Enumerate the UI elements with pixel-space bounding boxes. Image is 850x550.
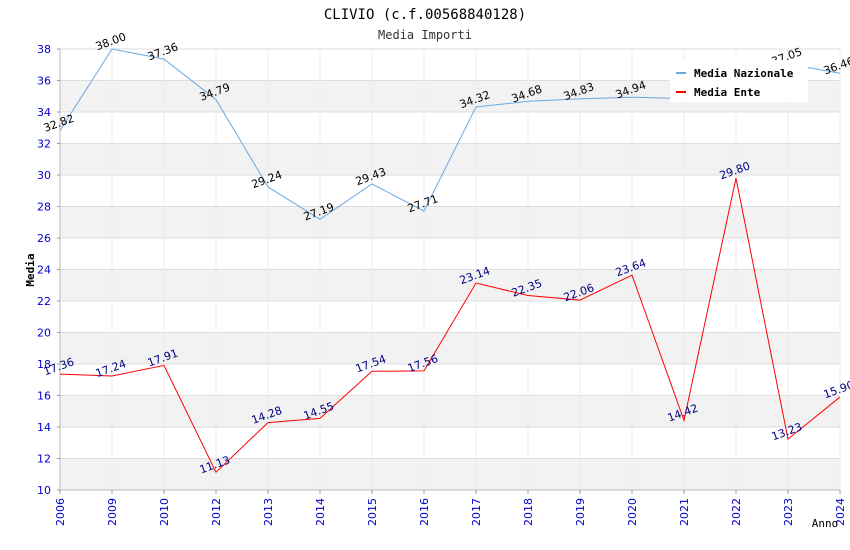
y-tick-label: 38	[37, 43, 51, 56]
grid-bands	[60, 80, 840, 490]
x-tick-label: 2020	[626, 498, 639, 526]
x-tick-label: 2023	[782, 498, 795, 526]
grid-band	[60, 458, 840, 490]
x-tick-label: 2014	[314, 498, 327, 526]
grid-band	[60, 206, 840, 238]
grid-band	[60, 332, 840, 364]
grid-band	[60, 269, 840, 301]
y-tick-label: 12	[37, 453, 51, 466]
x-tick-label: 2024	[834, 498, 847, 526]
y-tick-label: 24	[37, 264, 51, 277]
legend-box	[670, 60, 808, 102]
x-tick-label: 2022	[730, 498, 743, 526]
grid-band	[60, 395, 840, 427]
x-tick-label: 2012	[210, 498, 223, 526]
data-label: 36.46	[822, 54, 850, 77]
y-tick-label: 18	[37, 358, 51, 371]
legend-entry: Media Nazionale	[694, 67, 794, 80]
y-tick-label: 20	[37, 327, 51, 340]
x-tick-label: 2006	[54, 498, 67, 526]
y-tick-label: 36	[37, 75, 51, 88]
y-tick-label: 16	[37, 390, 51, 403]
y-ticks: 10 12 14 16 18 20 22 24 26 28 30 32 34 36 38	[37, 43, 60, 497]
y-tick-label: 10	[37, 484, 51, 497]
legend: Media Nazionale Media Ente	[670, 60, 808, 102]
x-ticks: 2006 2009 2010 2012 2013 2014 2015 2016 2017 2018…	[54, 490, 847, 526]
y-tick-label: 28	[37, 201, 51, 214]
x-tick-label: 2009	[106, 498, 119, 526]
x-tick-label: 2016	[418, 498, 431, 526]
x-axis-label: Anno	[812, 517, 839, 530]
y-tick-label: 22	[37, 295, 51, 308]
y-tick-label: 32	[37, 138, 51, 151]
x-tick-label: 2015	[366, 498, 379, 526]
chart-subtitle: Media Importi	[378, 28, 472, 42]
x-tick-label: 2013	[262, 498, 275, 526]
data-label: 38.00	[94, 30, 128, 53]
legend-entry: Media Ente	[694, 86, 761, 99]
x-tick-label: 2018	[522, 498, 535, 526]
y-tick-label: 26	[37, 232, 51, 245]
x-tick-label: 2010	[158, 498, 171, 526]
chart-title: CLIVIO (c.f.00568840128)	[324, 7, 526, 23]
y-tick-label: 30	[37, 169, 51, 182]
data-label: 37.36	[146, 40, 180, 63]
x-tick-label: 2019	[574, 498, 587, 526]
x-tick-label: 2017	[470, 498, 483, 526]
series-line-media-ente	[59, 178, 841, 474]
x-tick-label: 2021	[678, 498, 691, 526]
y-axis-label: Media	[24, 253, 37, 286]
y-tick-label: 34	[37, 106, 51, 119]
y-tick-label: 14	[37, 421, 51, 434]
